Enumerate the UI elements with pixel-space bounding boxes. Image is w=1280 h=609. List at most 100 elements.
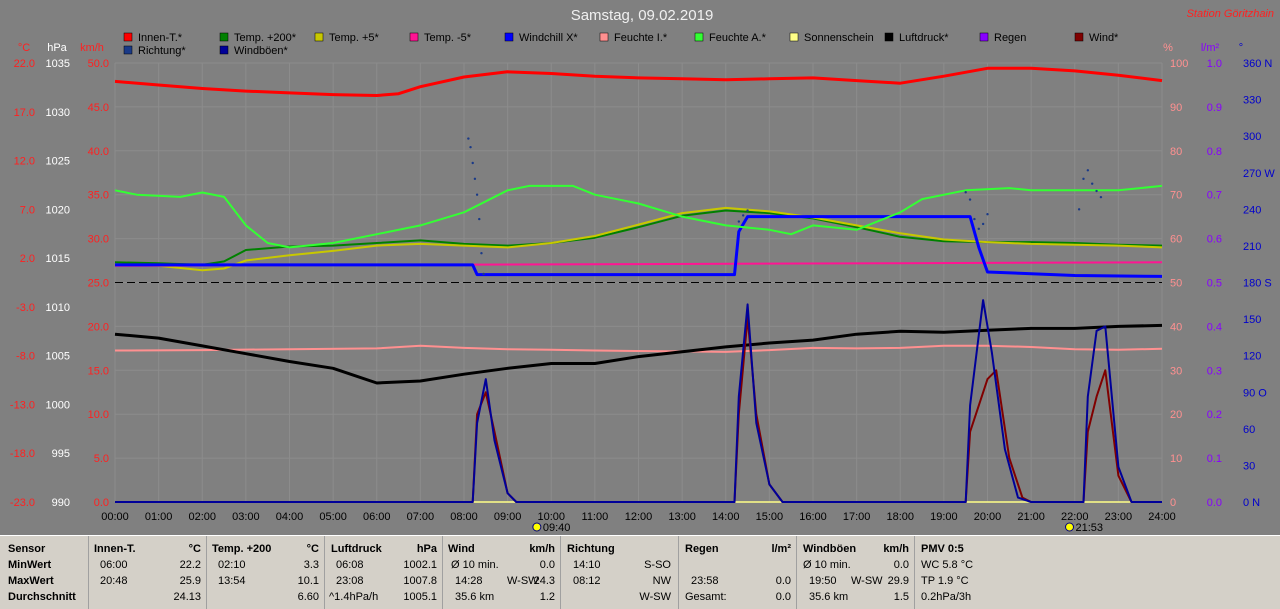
- stats-regen-unit: l/m²: [771, 543, 791, 555]
- series-point-richtung: [475, 193, 479, 196]
- tick-x: 22:00: [1061, 511, 1089, 523]
- tick-dir: 150: [1243, 314, 1261, 326]
- tick-percent: 90: [1170, 102, 1182, 114]
- legend-swatch: [409, 32, 419, 42]
- legend-label: Sonnenschein: [804, 32, 874, 44]
- tick-celsius: 2.0: [20, 253, 35, 265]
- tick-kmh: 25.0: [88, 278, 109, 290]
- legend-label: Temp. -5*: [424, 32, 472, 44]
- series-point-richtung: [1095, 189, 1098, 193]
- stats-wind-min-label: Ø 10 min.: [451, 559, 499, 571]
- tick-hpa: 1025: [46, 156, 70, 168]
- legend-swatch: [219, 45, 229, 55]
- stats-wind-header: Wind: [448, 543, 475, 555]
- tick-kmh: 40.0: [88, 146, 109, 158]
- chart-axes: °C hPa km/h% l/m² ° 22.0 17.0 12.0 7.0 2.0 -3.0 -8.…: [10, 42, 1275, 534]
- tick-celsius: 22.0: [14, 58, 35, 70]
- tick-lm2: 0.0: [1207, 497, 1222, 509]
- stats-pmv-pressure-trend: 0.2hPa/3h: [921, 591, 972, 603]
- chart-grid: [114, 62, 1163, 503]
- stats-temp200-min-time: 02:10: [218, 559, 246, 571]
- tick-x: 15:00: [756, 511, 784, 523]
- tick-hpa: 1015: [46, 253, 70, 265]
- series-point-richtung: [986, 213, 989, 216]
- tick-percent: 10: [1170, 453, 1182, 465]
- tick-hpa: 1035: [46, 58, 70, 70]
- tick-x: 24:00: [1148, 511, 1176, 523]
- series-point-richtung: [1086, 169, 1090, 172]
- tick-x: 02:00: [188, 511, 216, 523]
- tick-kmh: 45.0: [88, 102, 109, 114]
- tick-hpa: 1030: [46, 107, 70, 119]
- axis-title-hpa: hPa: [47, 42, 67, 54]
- stats-richtung-header: Richtung: [567, 543, 615, 555]
- axis-title-dir: °: [1239, 42, 1243, 54]
- tick-kmh: 5.0: [94, 453, 109, 465]
- stats-windboeen-avg: 1.5: [893, 591, 909, 603]
- series-point-richtung: [981, 222, 985, 226]
- tick-dir: 270 W: [1243, 168, 1275, 180]
- stats-wind: Wind km/h Ø 10 min. 0.0 14:28 W-SW 24.3 …: [442, 536, 561, 609]
- stats-row-max: MaxWert: [8, 575, 54, 587]
- tick-dir: 60: [1243, 424, 1255, 436]
- series-point-richtung: [746, 209, 749, 212]
- legend-label: Feuchte I.*: [614, 32, 668, 44]
- tick-lm2: 0.8: [1207, 146, 1222, 158]
- legend-swatch: [599, 32, 609, 42]
- stats-pmv-header: PMV 0:5: [921, 543, 964, 555]
- stats-richtung: Richtung 14:10 S-SO 08:12 NW W-SW: [560, 536, 679, 609]
- legend-swatch: [884, 32, 894, 42]
- legend-label: Feuchte A.*: [709, 32, 767, 44]
- series-point-richtung: [1077, 208, 1081, 211]
- stats-luftdruck-trend: ^1.4hPa/h: [329, 591, 379, 603]
- series-point-richtung: [482, 272, 485, 276]
- tick-x: 14:00: [712, 511, 740, 523]
- legend-swatch: [123, 32, 133, 42]
- tick-dir: 120: [1243, 351, 1261, 363]
- stats-row-avg: Durchschnitt: [8, 591, 76, 603]
- stats-regen-max: 0.0: [775, 575, 791, 587]
- tick-x: 21:00: [1017, 511, 1045, 523]
- stats-wind-distance: 35.6 km: [455, 591, 495, 603]
- tick-dir: 300: [1243, 131, 1261, 143]
- stats-wind-max-dir: W-SW: [507, 575, 539, 587]
- stats-luftdruck-min: 1002.1: [403, 559, 437, 571]
- series-point-richtung: [1099, 195, 1103, 199]
- tick-percent: 20: [1170, 409, 1182, 421]
- stats-temp200-unit: °C: [306, 543, 319, 555]
- stats-wind-min: 0.0: [539, 559, 555, 571]
- tick-lm2: 0.2: [1207, 409, 1222, 421]
- tick-percent: 30: [1170, 365, 1182, 377]
- tick-x: 12:00: [625, 511, 653, 523]
- tick-celsius: -13.0: [10, 399, 35, 411]
- sun-event-label: 09:40: [543, 522, 571, 534]
- tick-hpa: 1000: [46, 399, 70, 411]
- legend-swatch: [694, 32, 704, 42]
- stats-regen-max-time: 23:58: [691, 575, 719, 587]
- station-name: Station Göritzhain: [1187, 8, 1274, 20]
- tick-x: 05:00: [319, 511, 347, 523]
- series-line-windchill-x: [115, 215, 1163, 278]
- series-point-richtung: [469, 145, 472, 149]
- tick-x: 00:00: [101, 511, 129, 523]
- axis-title-celsius: °C: [18, 42, 30, 54]
- tick-lm2: 0.4: [1207, 321, 1222, 333]
- stats-windboeen-min-label: Ø 10 min.: [803, 559, 851, 571]
- series-point-richtung: [1082, 177, 1085, 181]
- series-line-temp-5: [114, 206, 1163, 272]
- tick-x: 03:00: [232, 511, 260, 523]
- stats-luftdruck-header: Luftdruck: [331, 543, 382, 555]
- stats-richtung-max: NW: [652, 575, 671, 587]
- legend-swatch: [1074, 32, 1084, 42]
- tick-percent: 50: [1170, 278, 1182, 290]
- series-point-richtung: [973, 217, 976, 221]
- series-point-richtung: [480, 252, 483, 255]
- tick-dir: 90 O: [1243, 387, 1267, 399]
- stats-windboeen-header: Windböen: [803, 543, 857, 555]
- stats-wind-max: 24.3: [533, 575, 555, 587]
- legend-label: Temp. +5*: [329, 32, 380, 44]
- stats-temp200-header: Temp. +200: [212, 543, 272, 555]
- tick-x: 06:00: [363, 511, 391, 523]
- tick-celsius: -8.0: [16, 351, 35, 363]
- tick-lm2: 0.1: [1207, 453, 1222, 465]
